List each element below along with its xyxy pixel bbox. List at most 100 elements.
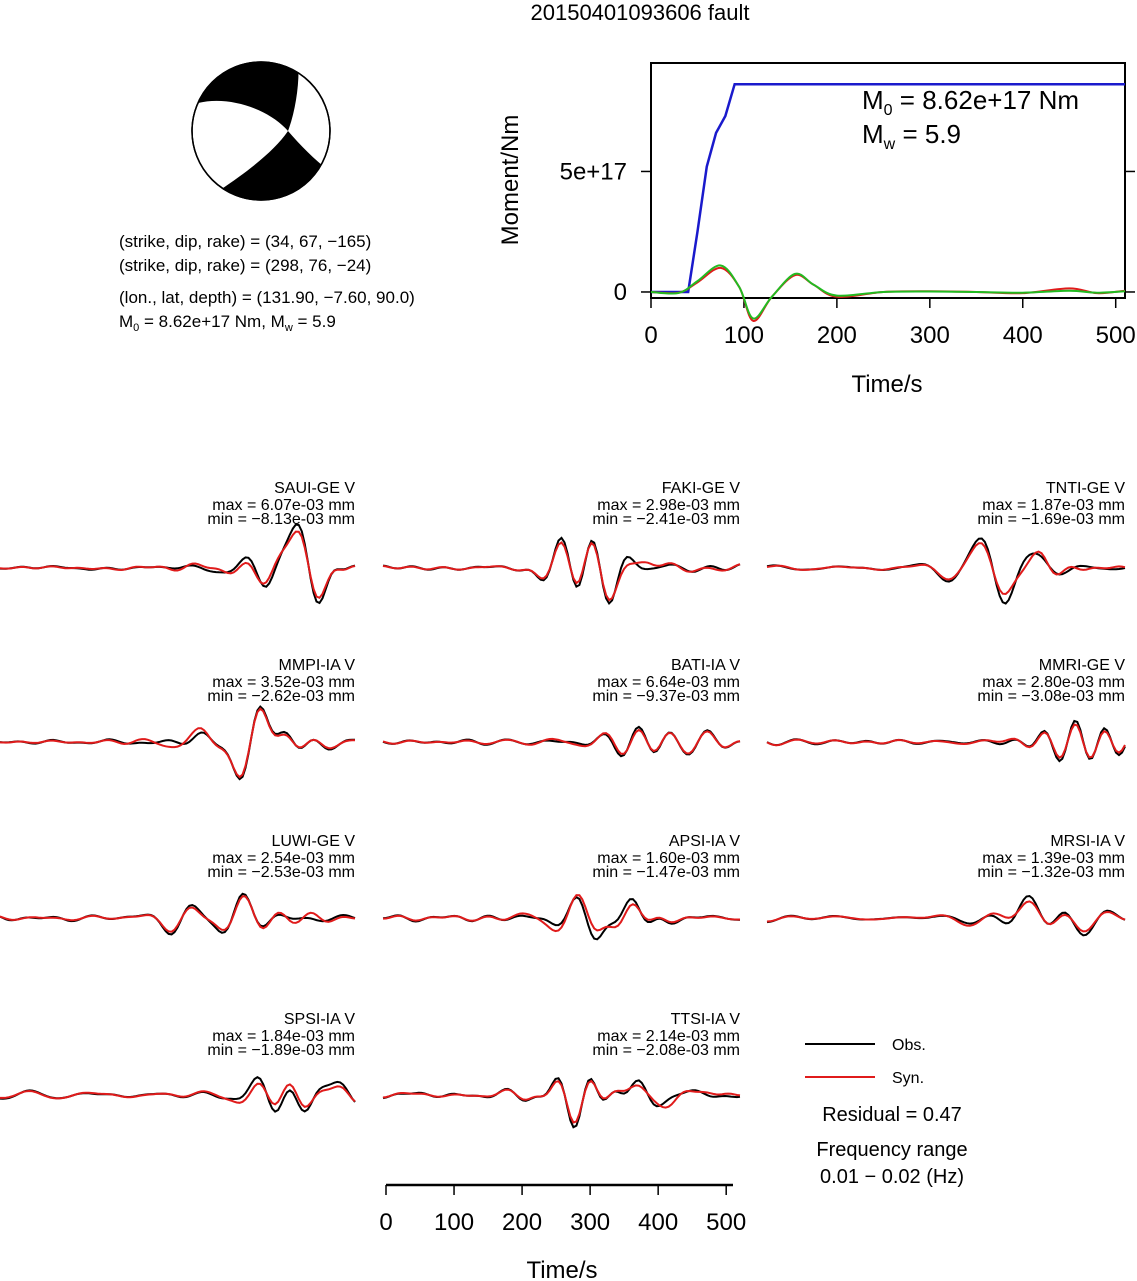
moment-xtick-label: 0 xyxy=(644,322,657,349)
moment-xtick-label: 100 xyxy=(724,322,764,349)
station-min: min = −2.53e-03 mm xyxy=(207,864,355,881)
station-name: SAUI-GE V xyxy=(274,480,355,497)
waveform-xtick-label: 0 xyxy=(379,1209,392,1236)
station-trace-syn xyxy=(766,900,1126,933)
station-max: max = 6.64e-03 mm xyxy=(597,674,740,691)
station-min: min = −1.47e-03 mm xyxy=(592,864,740,881)
mechanism-info: (strike, dip, rake) = (34, 67, −165) (st… xyxy=(119,232,415,334)
station-min: min = −9.37e-03 mm xyxy=(592,688,740,705)
station-name: MMPI-IA V xyxy=(279,657,356,674)
legend-frequency-title: Frequency range xyxy=(816,1139,967,1161)
station-min: min = −1.89e-03 mm xyxy=(207,1042,355,1059)
station-min: min = −2.41e-03 mm xyxy=(592,511,740,528)
station-name: APSI-IA V xyxy=(669,833,740,850)
station-min: min = −8.13e-03 mm xyxy=(207,511,355,528)
station-max: max = 2.98e-03 mm xyxy=(597,497,740,514)
moment-ylabel: Moment/Nm xyxy=(497,115,524,246)
moment-plot-frame xyxy=(650,62,1126,299)
mechanism-line-location: (lon., lat, depth) = (131.90, −7.60, 90.… xyxy=(119,288,415,307)
mechanism-line-plane2: (strike, dip, rake) = (298, 76, −24) xyxy=(119,256,371,275)
moment-ytick-label: 0 xyxy=(614,279,627,306)
legend-frequency-range: 0.01 − 0.02 (Hz) xyxy=(820,1166,964,1188)
station-max: max = 1.60e-03 mm xyxy=(597,850,740,867)
waveform-xtick-label: 500 xyxy=(706,1209,746,1236)
legend-syn-label: Syn. xyxy=(892,1070,924,1087)
moment-xtick-label: 300 xyxy=(910,322,950,349)
station-max: max = 2.14e-03 mm xyxy=(597,1028,740,1045)
station-trace-obs xyxy=(0,892,356,936)
figure-title: 20150401093606 fault xyxy=(531,0,750,25)
waveform-xlabel: Time/s xyxy=(526,1257,597,1281)
moment-xtick-label: 500 xyxy=(1096,322,1136,349)
moment-plot-lines xyxy=(650,82,1126,322)
station-max: max = 1.87e-03 mm xyxy=(982,497,1125,514)
station-min: min = −3.08e-03 mm xyxy=(977,688,1125,705)
station-max: max = 3.52e-03 mm xyxy=(212,674,355,691)
moment-m0-annotation: M0 = 8.62e+17 Nm xyxy=(862,85,1079,119)
station-max: max = 2.80e-03 mm xyxy=(982,674,1125,691)
station-name: BATI-IA V xyxy=(671,657,740,674)
station-trace-syn xyxy=(0,530,356,600)
station-trace-syn xyxy=(0,895,356,933)
station-trace-syn xyxy=(766,542,1126,596)
station-min: min = −2.08e-03 mm xyxy=(592,1042,740,1059)
station-name: TNTI-GE V xyxy=(1046,480,1125,497)
station-trace-obs xyxy=(0,705,356,781)
station-name: SPSI-IA V xyxy=(284,1011,355,1028)
station-trace-syn xyxy=(766,723,1126,760)
waveform-xtick-label: 400 xyxy=(638,1209,678,1236)
beachball xyxy=(191,61,331,201)
moment-xtick-label: 200 xyxy=(817,322,857,349)
mechanism-line-moment: M0 = 8.62e+17 Nm, Mw = 5.9 xyxy=(119,312,336,334)
station-trace-syn xyxy=(0,707,355,779)
moment-xlabel: Time/s xyxy=(851,371,922,398)
station-min: min = −1.69e-03 mm xyxy=(977,511,1125,528)
mechanism-line-plane1: (strike, dip, rake) = (34, 67, −165) xyxy=(119,232,371,251)
station-max: max = 1.39e-03 mm xyxy=(982,850,1125,867)
station-name: TTSI-IA V xyxy=(671,1011,741,1028)
legend-residual: Residual = 0.47 xyxy=(822,1104,962,1126)
station-trace-syn xyxy=(382,541,741,602)
waveform-xtick-label: 100 xyxy=(434,1209,474,1236)
moment-ytick-label: 5e+17 xyxy=(560,158,627,185)
moment-xtick-label: 400 xyxy=(1003,322,1043,349)
station-trace-syn xyxy=(382,728,741,755)
station-name: MRSI-IA V xyxy=(1050,833,1125,850)
station-trace-obs xyxy=(0,1076,356,1113)
moment-plot-axes: 0 100 200 300 400 500 0 5e+17 xyxy=(560,158,1136,349)
beachball-compressional-quadrant-top xyxy=(198,62,299,131)
legend-obs-label: Obs. xyxy=(892,1037,926,1054)
station-name: FAKI-GE V xyxy=(662,480,741,497)
moment-cumulative-line xyxy=(651,82,1125,294)
legend: Obs. Syn. Residual = 0.47 Frequency rang… xyxy=(805,1037,968,1188)
station-trace-syn xyxy=(382,1079,741,1124)
station-name: MMRI-GE V xyxy=(1039,657,1126,674)
moment-rate-green-line xyxy=(650,264,1126,320)
station-trace-syn xyxy=(382,894,740,933)
waveform-xtick-label: 200 xyxy=(502,1209,542,1236)
waveform-xtick-label: 300 xyxy=(570,1209,610,1236)
station-min: min = −1.32e-03 mm xyxy=(977,864,1125,881)
station-max: max = 6.07e-03 mm xyxy=(212,497,355,514)
station-max: max = 1.84e-03 mm xyxy=(212,1028,355,1045)
station-max: max = 2.54e-03 mm xyxy=(212,850,355,867)
station-name: LUWI-GE V xyxy=(271,833,355,850)
station-min: min = −2.62e-03 mm xyxy=(207,688,355,705)
station-trace-obs xyxy=(766,537,1126,605)
moment-rate-red-line xyxy=(650,266,1126,322)
station-trace-syn xyxy=(0,1082,356,1109)
